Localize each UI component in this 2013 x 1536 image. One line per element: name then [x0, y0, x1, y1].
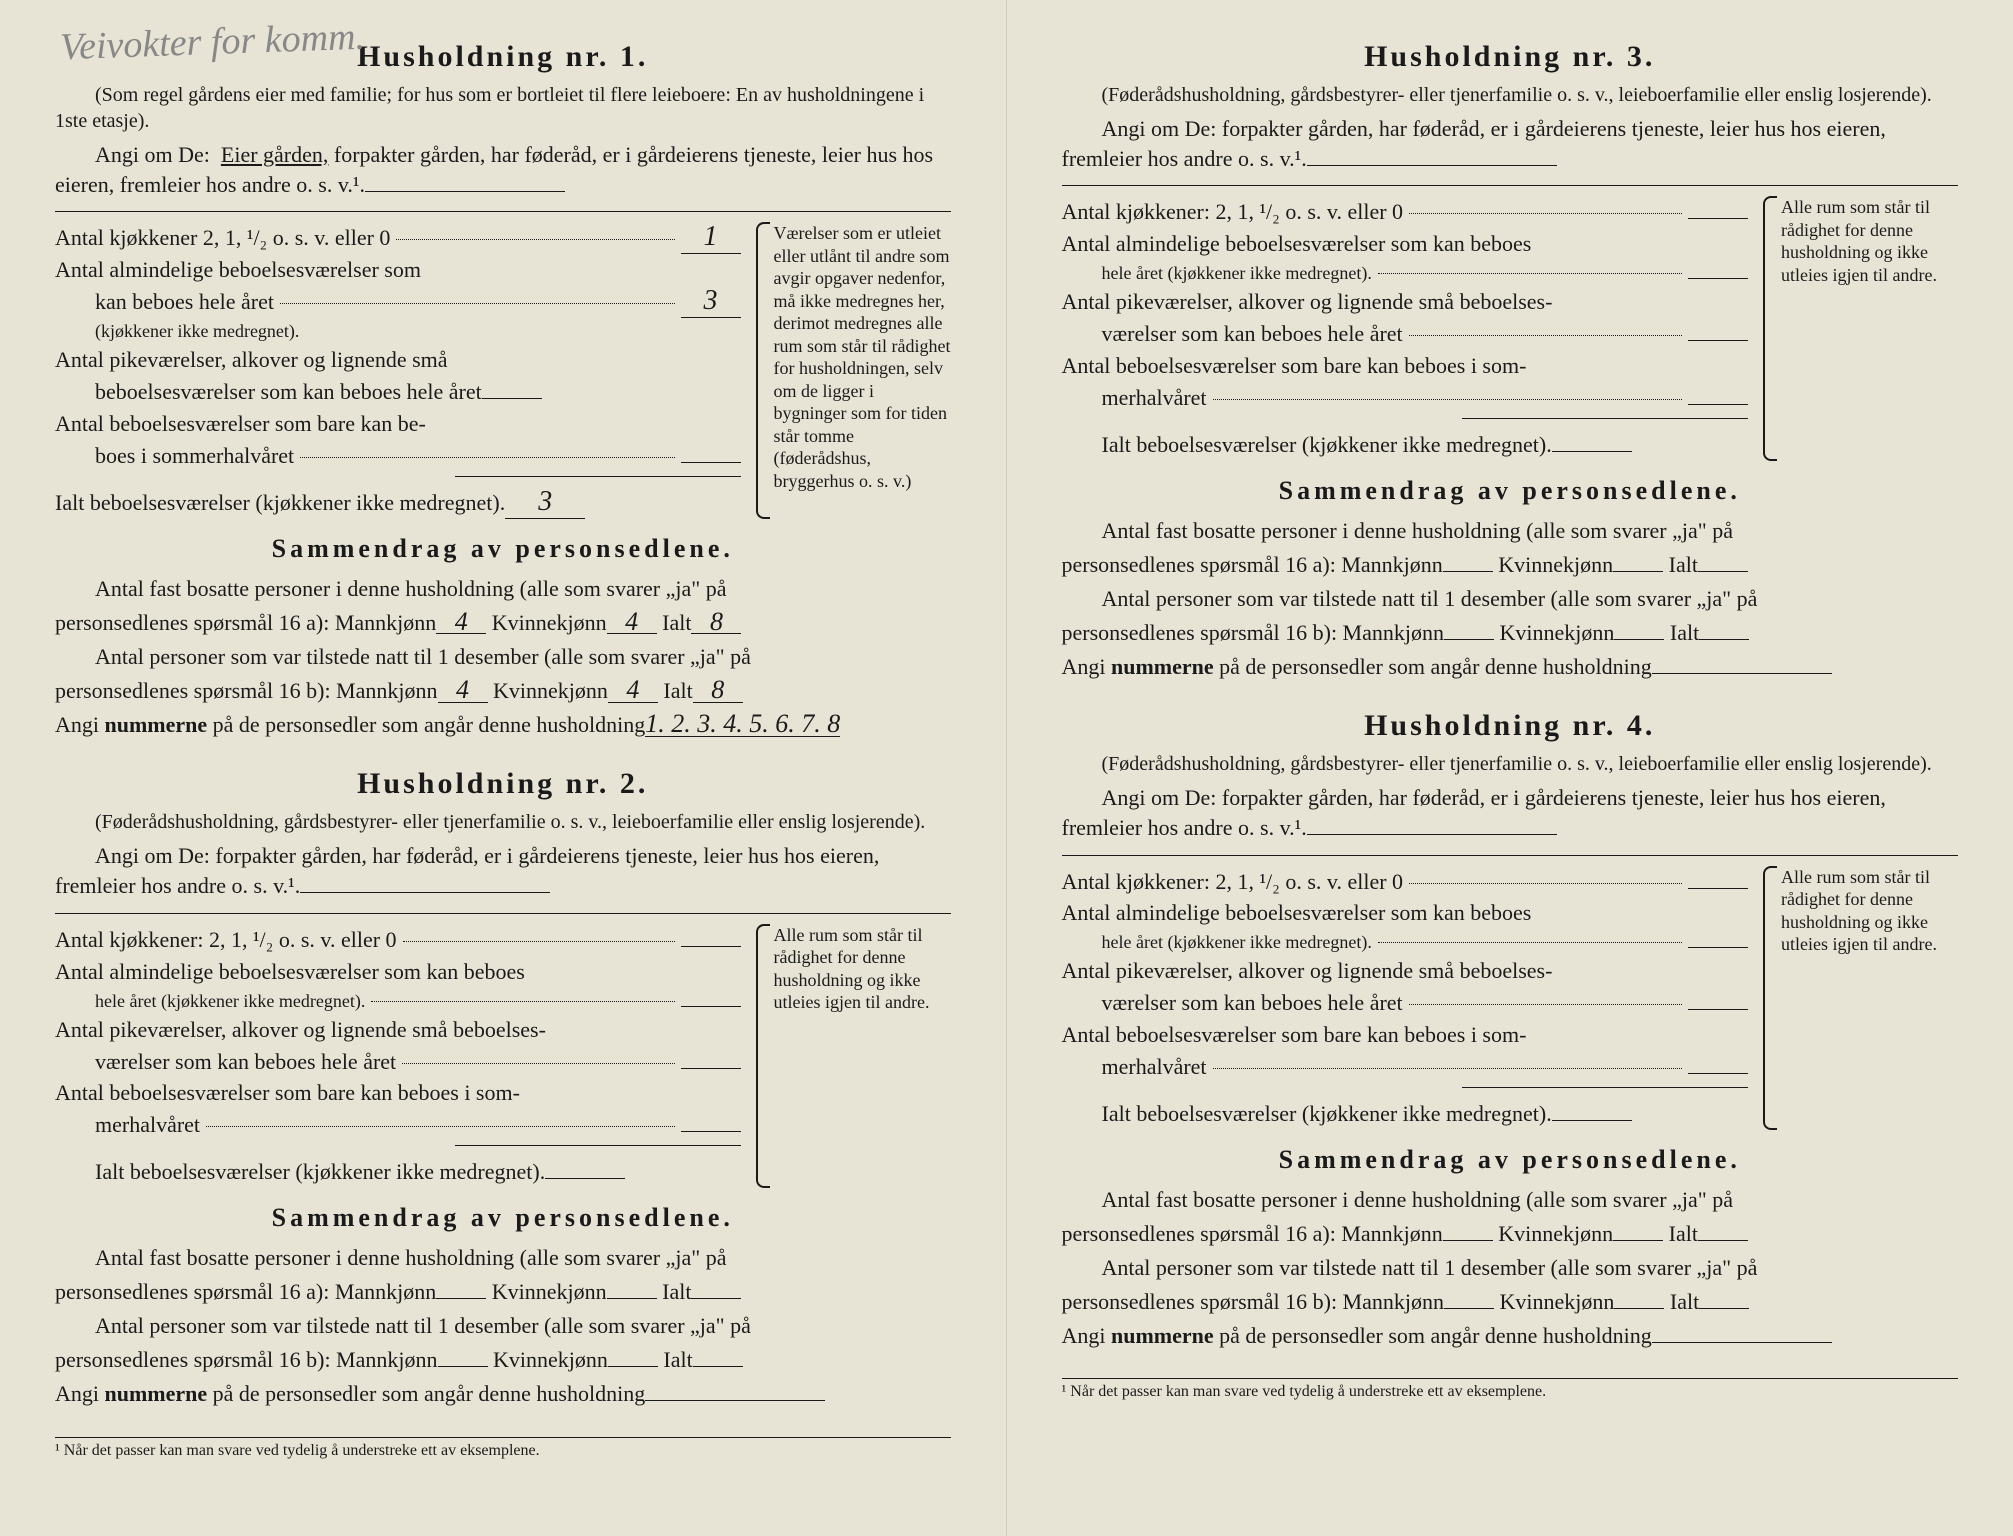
household-3: Husholdning nr. 3. (Føderådshusholdning,… — [1062, 40, 1959, 684]
household-2: Husholdning nr. 2. (Føderådshusholdning,… — [55, 767, 951, 1411]
household-1-intro: (Som regel gårdens eier med familie; for… — [55, 82, 951, 134]
total-label-h2: Ialt beboelsesværelser (kjøkkener ikke m… — [95, 1156, 545, 1188]
kitchens-label-2: Antal kjøkkener: 2, 1, ¹/₂ o. s. v. elle… — [55, 924, 397, 956]
total-value: 3 — [505, 488, 585, 519]
footnote-right: ¹ Når det passer kan man svare ved tydel… — [1062, 1378, 1959, 1401]
household-3-title: Husholdning nr. 3. — [1062, 40, 1959, 74]
common-label-2: kan beboes hele året — [95, 286, 274, 318]
household-1-angi: Angi om De: Eier gården, forpakter gårde… — [55, 140, 951, 199]
kitchens-value: 1 — [681, 223, 741, 254]
summary-2a: Antal personer som var tilstede natt til… — [55, 640, 951, 674]
summer-label: Antal beboelsesværelser som bare kan be- — [55, 408, 426, 440]
summary-1b: personsedlenes spørsmål 16 a): Mannkjønn… — [55, 606, 951, 640]
household-1-side-note: Værelser som er utleiet eller utlånt til… — [756, 222, 951, 519]
total-label: Ialt beboelsesværelser (kjøkkener ikke m… — [55, 487, 505, 519]
household-4-title: Husholdning nr. 4. — [1062, 709, 1959, 743]
small-value — [482, 396, 542, 399]
household-3-rooms: Antal kjøkkener: 2, 1, ¹/₂ o. s. v. elle… — [1062, 196, 1959, 460]
household-1: Husholdning nr. 1. (Som regel gårdens ei… — [55, 40, 951, 742]
household-4: Husholdning nr. 4. (Føderådshusholdning,… — [1062, 709, 1959, 1353]
household-3-intro: (Føderådshusholdning, gårdsbestyrer- ell… — [1062, 82, 1959, 108]
right-page: Husholdning nr. 3. (Føderådshusholdning,… — [1007, 0, 2013, 1536]
summer-label-2: boes i sommerhalvåret — [95, 440, 294, 472]
household-2-summary-title: Sammendrag av personsedlene. — [55, 1203, 951, 1233]
footnote-left: ¹ Når det passer kan man svare ved tydel… — [55, 1437, 951, 1460]
household-2-title: Husholdning nr. 2. — [55, 767, 951, 801]
nums-line: Angi nummerne på de personsedler som ang… — [55, 708, 951, 742]
kitchens-label: Antal kjøkkener 2, 1, ¹/₂ o. s. v. eller… — [55, 222, 390, 254]
household-4-angi: Angi om De: forpakter gården, har føderå… — [1062, 783, 1959, 842]
left-page: Veivokter for komm. Husholdning nr. 1. (… — [0, 0, 1007, 1536]
common-note: (kjøkkener ikke medregnet). — [95, 318, 299, 344]
household-2-rooms: Antal kjøkkener: 2, 1, ¹/₂ o. s. v. elle… — [55, 924, 951, 1188]
household-2-angi: Angi om De: forpakter gården, har føderå… — [55, 841, 951, 900]
small-label-2: beboelsesværelser som kan beboes hele år… — [95, 376, 482, 408]
summary-2b: personsedlenes spørsmål 16 b): Mannkjønn… — [55, 674, 951, 708]
summer-value — [681, 460, 741, 463]
household-3-side-note: Alle rum som står til rådighet for denne… — [1763, 196, 1958, 460]
household-3-angi: Angi om De: forpakter gården, har føderå… — [1062, 114, 1959, 173]
common-label-h2: Antal almindelige beboelsesværelser som … — [55, 956, 525, 988]
small-label-h2: Antal pikeværelser, alkover og lignende … — [55, 1014, 546, 1046]
household-2-side-note: Alle rum som står til rådighet for denne… — [756, 924, 951, 1188]
kitchens-label-3: Antal kjøkkener: 2, 1, ¹/₂ o. s. v. elle… — [1062, 196, 1404, 228]
kitchens-label-4: Antal kjøkkener: 2, 1, ¹/₂ o. s. v. elle… — [1062, 866, 1404, 898]
summer-label-h2: Antal beboelsesværelser som bare kan beb… — [55, 1077, 520, 1109]
household-4-intro: (Føderådshusholdning, gårdsbestyrer- ell… — [1062, 751, 1959, 777]
household-4-rooms: Antal kjøkkener: 2, 1, ¹/₂ o. s. v. elle… — [1062, 866, 1959, 1130]
household-2-intro: (Føderådshusholdning, gårdsbestyrer- ell… — [55, 809, 951, 835]
household-4-summary-title: Sammendrag av personsedlene. — [1062, 1145, 1959, 1175]
common-value: 3 — [681, 287, 741, 318]
summary-1a: Antal fast bosatte personer i denne hush… — [55, 572, 951, 606]
household-4-side-note: Alle rum som står til rådighet for denne… — [1763, 866, 1958, 1130]
household-1-rooms: Antal kjøkkener 2, 1, ¹/₂ o. s. v. eller… — [55, 222, 951, 519]
small-label: Antal pikeværelser, alkover og lignende … — [55, 344, 448, 376]
household-1-summary-title: Sammendrag av personsedlene. — [55, 534, 951, 564]
household-3-summary-title: Sammendrag av personsedlene. — [1062, 476, 1959, 506]
common-label: Antal almindelige beboelsesværelser som — [55, 254, 421, 286]
